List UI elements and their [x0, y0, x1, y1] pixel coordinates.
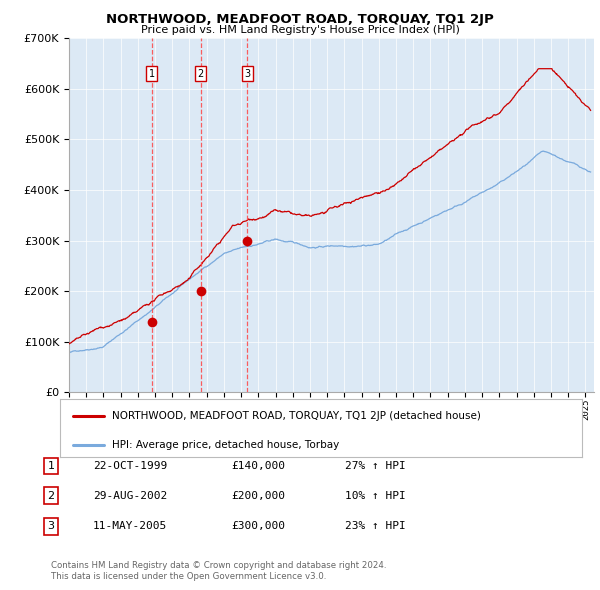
Text: 1: 1	[47, 461, 55, 471]
Text: 10% ↑ HPI: 10% ↑ HPI	[345, 491, 406, 500]
Text: 1: 1	[149, 69, 155, 78]
Text: 23% ↑ HPI: 23% ↑ HPI	[345, 522, 406, 531]
Text: 3: 3	[244, 69, 250, 78]
Text: NORTHWOOD, MEADFOOT ROAD, TORQUAY, TQ1 2JP: NORTHWOOD, MEADFOOT ROAD, TORQUAY, TQ1 2…	[106, 13, 494, 26]
Text: 29-AUG-2002: 29-AUG-2002	[93, 491, 167, 500]
Text: Price paid vs. HM Land Registry's House Price Index (HPI): Price paid vs. HM Land Registry's House …	[140, 25, 460, 35]
Text: 3: 3	[47, 522, 55, 531]
Text: 2: 2	[198, 69, 204, 78]
Text: This data is licensed under the Open Government Licence v3.0.: This data is licensed under the Open Gov…	[51, 572, 326, 581]
Text: 22-OCT-1999: 22-OCT-1999	[93, 461, 167, 471]
Text: 2: 2	[47, 491, 55, 500]
Text: NORTHWOOD, MEADFOOT ROAD, TORQUAY, TQ1 2JP (detached house): NORTHWOOD, MEADFOOT ROAD, TORQUAY, TQ1 2…	[112, 411, 481, 421]
Text: £200,000: £200,000	[231, 491, 285, 500]
Text: £140,000: £140,000	[231, 461, 285, 471]
Text: Contains HM Land Registry data © Crown copyright and database right 2024.: Contains HM Land Registry data © Crown c…	[51, 560, 386, 569]
Text: 11-MAY-2005: 11-MAY-2005	[93, 522, 167, 531]
Text: HPI: Average price, detached house, Torbay: HPI: Average price, detached house, Torb…	[112, 440, 340, 450]
Text: 27% ↑ HPI: 27% ↑ HPI	[345, 461, 406, 471]
Text: £300,000: £300,000	[231, 522, 285, 531]
